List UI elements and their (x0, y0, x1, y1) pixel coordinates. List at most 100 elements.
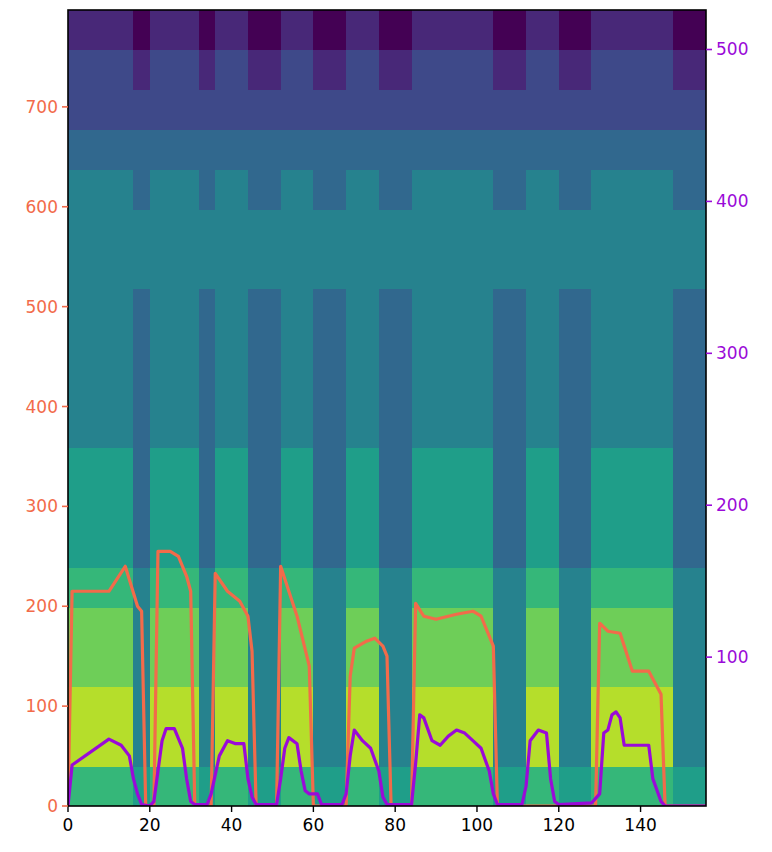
heatmap-cell (297, 249, 314, 289)
heatmap-cell (264, 289, 281, 329)
heatmap-cell (510, 726, 527, 766)
heatmap-cell (232, 209, 249, 249)
x-tick (640, 806, 641, 812)
heatmap-cell (591, 129, 608, 169)
heatmap-cell (591, 209, 608, 249)
heatmap-cell (297, 527, 314, 567)
heatmap-cell (575, 726, 592, 766)
heatmap-cell (84, 766, 101, 806)
heatmap-cell (166, 50, 183, 90)
y-tick-label: 0 (47, 796, 58, 816)
heatmap-cell (346, 249, 363, 289)
heatmap-cell (510, 647, 527, 687)
heatmap-cell (117, 209, 134, 249)
heatmap-cell (133, 328, 150, 368)
heatmap-cell (379, 209, 396, 249)
heatmap-cell (428, 169, 445, 209)
heatmap-cell (657, 726, 674, 766)
heatmap-cell (395, 328, 412, 368)
heatmap-cell (641, 50, 658, 90)
heatmap-cell (526, 10, 543, 50)
heatmap-cell (493, 488, 510, 528)
heatmap-cell (84, 50, 101, 90)
heatmap-cell (101, 607, 118, 647)
heatmap-cell (232, 488, 249, 528)
heatmap-cell (183, 90, 200, 130)
heatmap-cell (624, 766, 641, 806)
heatmap-cell (215, 289, 232, 329)
heatmap-cell (559, 129, 576, 169)
heatmap-cell (575, 209, 592, 249)
heatmap-cell (493, 408, 510, 448)
heatmap-cell (461, 328, 478, 368)
heatmap-cell (461, 527, 478, 567)
heatmap-cell (248, 169, 265, 209)
heatmap-cell (183, 129, 200, 169)
heatmap-cell (281, 90, 298, 130)
heatmap-cell (657, 209, 674, 249)
heatmap-cell (657, 448, 674, 488)
heatmap-cell (346, 50, 363, 90)
heatmap-cell (412, 169, 429, 209)
heatmap-cell (624, 687, 641, 727)
heatmap-cell (395, 129, 412, 169)
heatmap-cell (461, 687, 478, 727)
x-tick-label: 140 (624, 815, 656, 835)
heatmap-cell (248, 448, 265, 488)
heatmap-cell (428, 10, 445, 50)
heatmap-cell (461, 448, 478, 488)
heatmap-cell (264, 90, 281, 130)
heatmap-cell (641, 10, 658, 50)
heatmap-cell (477, 249, 494, 289)
heatmap-cell (248, 209, 265, 249)
heatmap-cell (379, 368, 396, 408)
heatmap-cell (559, 289, 576, 329)
heatmap-cell (379, 567, 396, 607)
heatmap-cell (542, 90, 559, 130)
heatmap-cell (690, 726, 706, 766)
heatmap-cell (330, 209, 347, 249)
heatmap-cell (379, 607, 396, 647)
y2-tick (706, 353, 712, 355)
heatmap-cell (477, 328, 494, 368)
heatmap-cell (641, 448, 658, 488)
heatmap-cell (133, 726, 150, 766)
heatmap-cell (68, 10, 85, 50)
heatmap-cell (84, 328, 101, 368)
heatmap-cell (379, 408, 396, 448)
heatmap-cell (84, 10, 101, 50)
heatmap-cell (150, 448, 167, 488)
heatmap-cell (510, 408, 527, 448)
heatmap-cell (690, 328, 706, 368)
heatmap-cell (362, 129, 379, 169)
heatmap-cell (428, 328, 445, 368)
heatmap-cell (183, 488, 200, 528)
heatmap-cell (84, 527, 101, 567)
spectrogram (68, 10, 706, 806)
heatmap-cell (428, 368, 445, 408)
heatmap-cell (624, 249, 641, 289)
heatmap-cell (232, 169, 249, 209)
heatmap-cell (461, 50, 478, 90)
heatmap-cell (657, 50, 674, 90)
heatmap-cell (117, 368, 134, 408)
heatmap-cell (281, 766, 298, 806)
heatmap-cell (608, 10, 625, 50)
heatmap-cell (248, 10, 265, 50)
heatmap-cell (657, 249, 674, 289)
heatmap-cell (346, 567, 363, 607)
heatmap-cell (641, 129, 658, 169)
heatmap-cell (330, 90, 347, 130)
heatmap-cell (84, 209, 101, 249)
heatmap-cell (395, 249, 412, 289)
heatmap-cell (264, 368, 281, 408)
heatmap-cell (461, 647, 478, 687)
heatmap-cell (101, 249, 118, 289)
heatmap-cell (313, 328, 330, 368)
heatmap-cell (591, 527, 608, 567)
heatmap-cell (199, 10, 216, 50)
heatmap-cell (673, 567, 690, 607)
heatmap-cell (673, 90, 690, 130)
heatmap-cell (117, 50, 134, 90)
heatmap-cell (68, 209, 85, 249)
